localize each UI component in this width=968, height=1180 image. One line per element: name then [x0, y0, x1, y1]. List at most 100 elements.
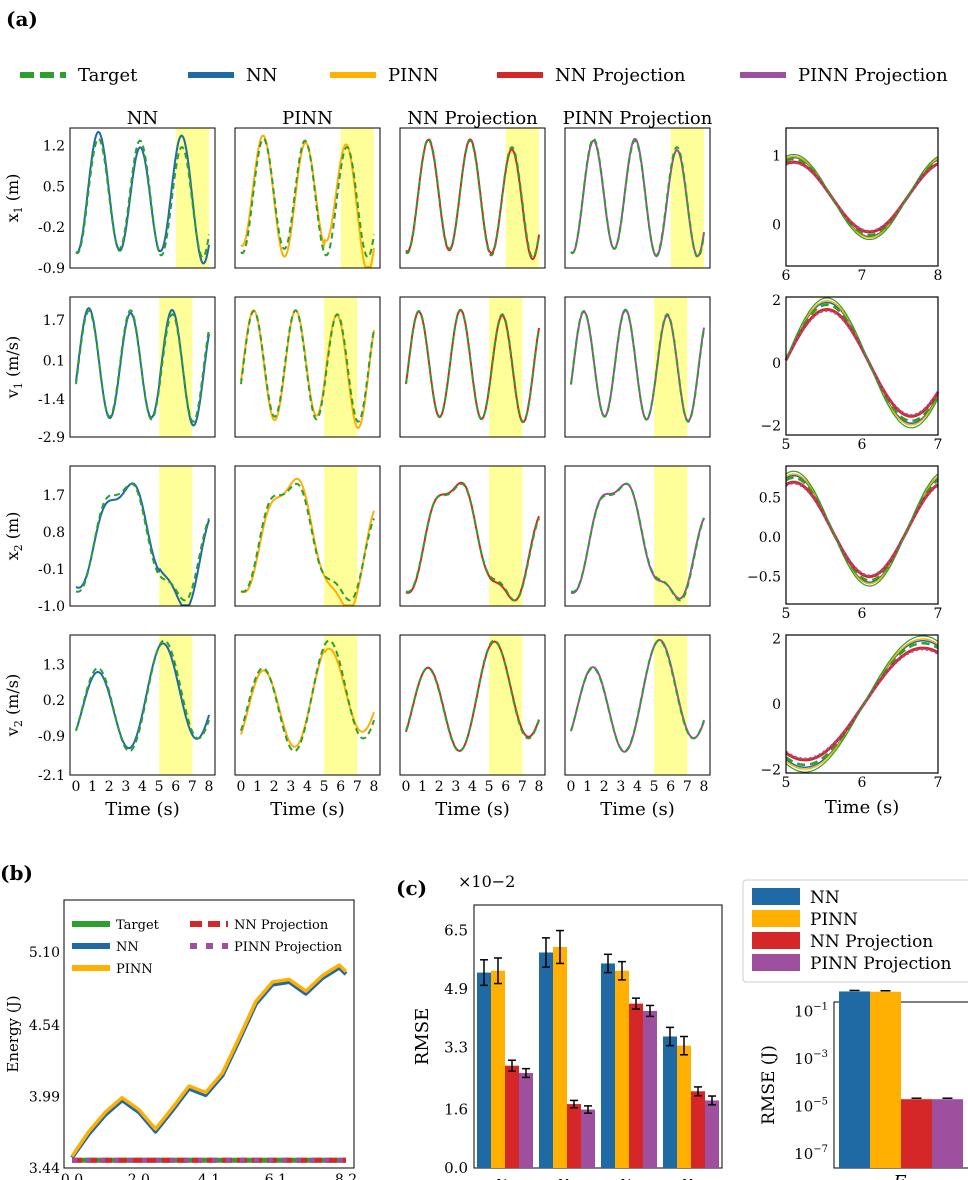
y-tick-x2: -1.0 [38, 599, 65, 615]
zoom-series-line [784, 307, 940, 418]
y-tick-v2: 1.3 [43, 657, 65, 673]
x-tick: 6 [501, 779, 510, 795]
zoom-x-tick: 6 [782, 268, 791, 284]
x-tick-E: E [892, 1172, 906, 1180]
column-title: PINN Projection [563, 108, 713, 129]
x-tick: 2 [270, 779, 279, 795]
panel-b-energy-chart: 3.443.994.545.100.02.04.16.18.2Time (s)E… [4, 899, 357, 1180]
axes-frame [69, 296, 216, 438]
zoom-x-tick: 5 [782, 606, 791, 622]
zoom-y-tick: −0.5 [747, 569, 781, 585]
legend-b-label: PINN [116, 962, 153, 977]
x-tick: 2.0 [128, 1172, 150, 1180]
bar-nn-projection [901, 1099, 932, 1168]
zoom-axes-frame [785, 634, 939, 774]
x-tick: 0 [237, 779, 246, 795]
series-line-pinn [240, 477, 375, 607]
axes-frame [399, 465, 546, 607]
highlight-region [654, 635, 688, 775]
bar-pinn [491, 970, 505, 1168]
series-line-nn [75, 642, 210, 750]
axes-frame [234, 127, 381, 269]
y-tick-v2: 0.2 [43, 693, 65, 709]
series-line-target [75, 639, 210, 753]
zoom-y-tick: −2 [760, 763, 781, 779]
series-line-pinn [70, 963, 348, 1158]
zoom-series-line [785, 635, 939, 773]
zoom-x-tick: 7 [858, 268, 867, 284]
x-tick: 0.0 [61, 1172, 83, 1180]
legend-c-swatch [752, 932, 800, 949]
zoom-x-tick: 6 [858, 775, 867, 791]
highlight-region [159, 466, 193, 606]
legend-b-label: NN [116, 940, 139, 955]
x-tick: 8.2 [335, 1172, 357, 1180]
row-label-x2: x2 (m) [3, 512, 25, 561]
zoom-series-line [785, 641, 939, 767]
x-tick: 3 [616, 779, 625, 795]
y-tick-x2: 1.7 [43, 488, 65, 504]
zoom-series-line [785, 153, 939, 241]
y-tick-v1: 1.7 [43, 313, 65, 329]
legend-c-label: NN Projection [810, 932, 933, 952]
series-line-target [405, 639, 540, 753]
panel-label-b: (b) [0, 861, 33, 885]
y-tick-v2: -2.1 [38, 768, 65, 784]
zoom-axes-frame [785, 127, 939, 267]
x-tick-x1: x1 [496, 1172, 513, 1180]
x-tick: 7 [188, 779, 197, 795]
zoom-series-line [785, 640, 939, 768]
highlight-region [654, 466, 688, 606]
zoom-series-line [785, 160, 939, 234]
legend-a-target-label: Target [78, 65, 138, 86]
column-title: NN [127, 108, 159, 129]
x-tick: 6.1 [265, 1172, 287, 1180]
x-tick: 3 [451, 779, 460, 795]
zoom-x-tick: 5 [782, 775, 791, 791]
bar-pinn [870, 991, 901, 1168]
highlight-region [489, 635, 523, 775]
zoom-series-line [785, 297, 939, 429]
column-title: PINN [282, 108, 333, 129]
zoom-series-line [784, 309, 940, 417]
x-tick-x2: x2 [620, 1172, 637, 1180]
zoom-series-line [785, 480, 939, 579]
x-tick-v1: v1 [558, 1172, 575, 1180]
series-line-nn [75, 130, 210, 265]
series-line-target [75, 309, 210, 423]
zoom-series-line [784, 303, 940, 423]
zoom-series-line [785, 638, 939, 770]
x-tick: 2 [105, 779, 114, 795]
y-tick: 3.44 [29, 1161, 60, 1177]
zoom-y-tick: 2 [772, 293, 781, 309]
series-line-target [570, 482, 705, 602]
series-line-target [405, 309, 540, 423]
bar-pinn-projection [705, 1100, 719, 1168]
legend-c-swatch [752, 910, 800, 927]
legend-b-label: Target [116, 918, 160, 933]
series-line-target [240, 639, 375, 753]
legend-a: Target NN PINN NN Projection PINN Projection [20, 65, 948, 86]
zoom-y-tick: 0.5 [759, 491, 781, 507]
highlight-region [489, 466, 523, 606]
x-axis-label: Time (s) [600, 799, 675, 820]
series-line-target [240, 482, 375, 602]
y-tick-x2: 0.8 [43, 525, 65, 541]
panel-c-rmse-chart: ×10−2 0.0 1.6 3.3 4.9 6.5 RMSE x1 v1 x2 v2 [412, 872, 723, 1180]
x-tick: 8 [205, 779, 214, 795]
axes-frame [399, 634, 546, 776]
legend-c-label: PINN Projection [810, 954, 951, 974]
x-tick: 6 [171, 779, 180, 795]
bar-nn [839, 991, 870, 1168]
zoom-series-line [785, 648, 939, 760]
x-tick: 4 [468, 779, 477, 795]
zoom-series-line [785, 476, 939, 582]
bar-pinn-projection [932, 1099, 963, 1168]
y-tick-x1: 0.5 [43, 179, 65, 195]
y-tick: 4.54 [29, 1018, 60, 1034]
x-tick: 7 [518, 779, 527, 795]
legend-c-swatch [752, 888, 800, 905]
x-tick: 2 [435, 779, 444, 795]
highlight-region [654, 297, 688, 437]
